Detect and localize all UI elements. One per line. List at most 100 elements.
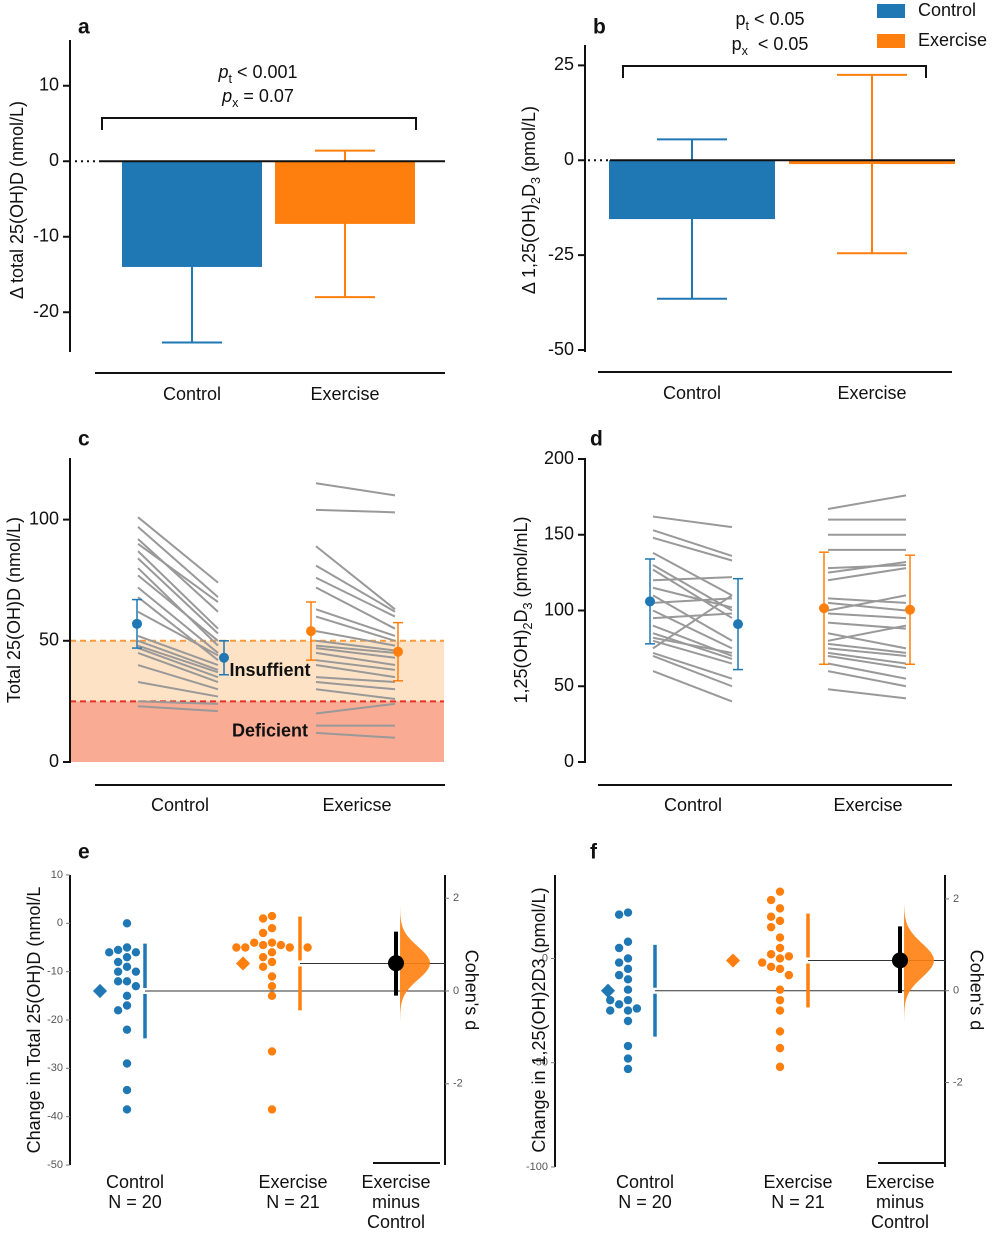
swarm-dot	[258, 914, 268, 923]
subject-line	[652, 597, 733, 604]
y-axis-label: Change in Total 25(OH)D (nmol/L	[24, 887, 44, 1154]
x-tick-label: Control	[664, 795, 722, 815]
x-tick-label: Control	[663, 383, 721, 403]
legend-label: Exercise	[918, 30, 987, 50]
swarm-dot	[122, 943, 132, 952]
y-axis-label: 1,25(OH)2D3 (pmol/mL)	[511, 516, 536, 703]
mean-diamond	[600, 983, 616, 998]
swarm-dot	[258, 952, 268, 962]
mean-dot	[132, 618, 142, 629]
subject-line	[827, 624, 907, 642]
subject-line	[137, 651, 219, 683]
y-tick-label: -40	[47, 1111, 63, 1123]
swarm-dot	[267, 948, 277, 957]
subject-line	[137, 664, 219, 691]
swarm-dot	[623, 908, 633, 917]
swarm-dot	[784, 970, 794, 980]
subject-line	[827, 601, 907, 612]
subject-line	[315, 508, 396, 514]
swarm-dot	[766, 950, 776, 959]
swarm-dot	[623, 985, 633, 994]
swarm-dot	[623, 1006, 633, 1015]
subject-line	[137, 647, 219, 679]
subject-line	[137, 538, 219, 613]
subject-line	[137, 586, 219, 654]
swarm-dot	[623, 995, 633, 1005]
swarm-dot	[775, 933, 785, 942]
y-axis-label: Change in 1,25(OH)2D3 (pmol/L)	[529, 887, 549, 1152]
y2-axis-label: Cohen's d	[966, 950, 986, 1031]
panel-letter: f	[590, 841, 598, 864]
subject-line	[827, 651, 907, 665]
swarm-dot	[113, 967, 123, 976]
swarm-dot	[113, 945, 123, 955]
mean-dot	[645, 596, 655, 607]
subject-line	[315, 647, 396, 659]
y2-tick-label: -2	[453, 1078, 463, 1090]
x-tick-label: minus	[876, 1192, 924, 1212]
annotation-part: = 0.07	[238, 86, 294, 106]
y-tick-label: -30	[47, 1062, 63, 1074]
swarm-dot	[775, 964, 785, 974]
subject-line	[652, 536, 733, 562]
mean-diamond	[92, 983, 108, 999]
band	[70, 701, 444, 762]
subject-line	[827, 654, 907, 670]
subject-line	[137, 550, 219, 630]
subject-line	[652, 529, 733, 557]
swarm-dot	[632, 1004, 642, 1013]
swarm-dot	[766, 895, 776, 905]
y-tick-label: 25	[554, 54, 574, 74]
subject-line	[827, 688, 907, 700]
y-tick-label: 50	[554, 675, 574, 695]
x-tick-label: Exercise	[361, 1172, 430, 1192]
swarm-dot	[775, 995, 785, 1005]
swarm-dot	[267, 972, 277, 981]
annotation: px < 0.05	[732, 34, 809, 59]
subject-line	[315, 644, 396, 654]
subject-line	[315, 681, 396, 691]
swarm-dot	[623, 964, 633, 974]
swarm-dot	[267, 1105, 277, 1114]
subject-line	[827, 567, 907, 582]
annotation-part: x	[232, 96, 239, 110]
subject-line	[137, 700, 219, 705]
y-tick-label: -50	[47, 1159, 63, 1171]
annotation-part: t	[745, 19, 749, 33]
x-tick-label: Exercise	[763, 1172, 832, 1192]
y-axis-label-part: 1,25(OH)	[511, 630, 531, 704]
swarm-dot	[285, 943, 294, 952]
subject-line	[137, 526, 219, 598]
swarm-dot	[623, 1054, 633, 1063]
swarm-dot	[775, 887, 785, 896]
mean-dot	[219, 652, 229, 663]
mean-dot	[306, 626, 316, 637]
y-tick-label: -50	[548, 339, 574, 359]
swarm-dot	[775, 1062, 785, 1072]
y-tick-label: 0	[564, 149, 574, 169]
y-tick-label: 150	[544, 524, 574, 544]
mean-diamond	[235, 956, 251, 971]
y-axis-label-part: Δ 1,25(OH)	[519, 204, 539, 294]
subject-line	[137, 705, 219, 713]
subject-line	[652, 639, 733, 665]
y-axis-label-part: (pmol/mL)	[511, 516, 531, 602]
annotation-part: < 0.05	[748, 34, 809, 54]
x-tick-label: Exercise	[833, 795, 902, 815]
effect-dot	[388, 955, 404, 972]
swarm-dot	[250, 938, 259, 947]
swarm-dot	[775, 1043, 785, 1053]
x-tick-label: Exericse	[322, 795, 391, 815]
x-tick-label: Control	[163, 384, 221, 404]
panel-letter: a	[78, 16, 90, 39]
swarm-dot	[623, 975, 633, 984]
subject-line	[827, 561, 907, 574]
y-tick-label: 0	[564, 751, 574, 771]
swarm-dot	[122, 1105, 132, 1114]
swarm-dot	[606, 1006, 615, 1015]
subject-line	[137, 644, 219, 674]
swarm-dot	[614, 1000, 624, 1009]
y-tick-label: 0	[49, 751, 59, 771]
band-label: Insuffient	[230, 660, 311, 680]
